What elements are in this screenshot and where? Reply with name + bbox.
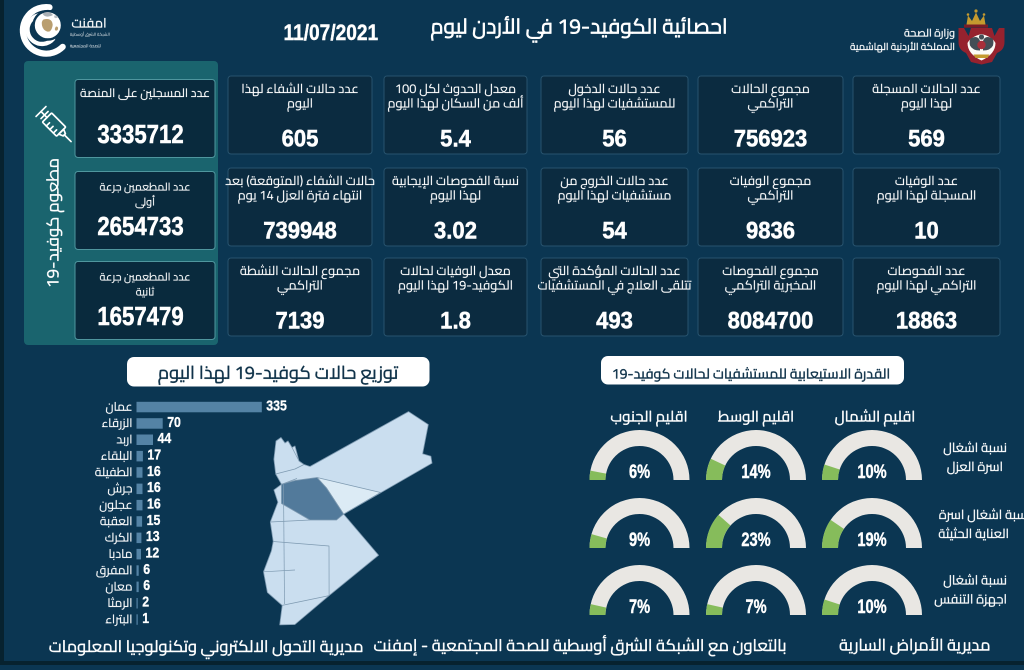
svg-text:2654733: 2654733 <box>97 213 183 242</box>
svg-text:10%: 10% <box>857 460 886 483</box>
svg-text:17: 17 <box>147 446 161 462</box>
svg-text:16: 16 <box>147 496 161 512</box>
svg-text:12: 12 <box>146 545 160 561</box>
svg-text:18863: 18863 <box>896 306 957 333</box>
svg-text:44: 44 <box>158 430 172 446</box>
svg-text:14%: 14% <box>741 460 770 483</box>
svg-text:1657479: 1657479 <box>97 303 183 332</box>
svg-text:10%: 10% <box>857 595 886 618</box>
svg-text:19%: 19% <box>857 528 886 551</box>
svg-text:1: 1 <box>142 610 149 626</box>
svg-text:8084700: 8084700 <box>728 306 814 333</box>
svg-text:6: 6 <box>143 577 150 593</box>
svg-text:23%: 23% <box>741 528 770 551</box>
svg-text:9%: 9% <box>629 528 650 551</box>
svg-text:605: 605 <box>282 124 319 151</box>
svg-text:5.4: 5.4 <box>440 124 471 151</box>
svg-text:1.8: 1.8 <box>440 306 471 333</box>
svg-text:6: 6 <box>143 561 150 577</box>
svg-text:569: 569 <box>908 124 945 151</box>
svg-text:3335712: 3335712 <box>97 121 183 150</box>
svg-text:493: 493 <box>596 306 633 333</box>
svg-text:16: 16 <box>147 463 161 479</box>
svg-text:7%: 7% <box>629 595 650 618</box>
svg-text:2: 2 <box>142 594 149 610</box>
svg-text:70: 70 <box>167 414 181 430</box>
svg-text:335: 335 <box>266 397 287 413</box>
svg-text:756923: 756923 <box>734 124 808 151</box>
svg-text:16: 16 <box>147 479 161 495</box>
svg-text:9836: 9836 <box>746 216 795 243</box>
svg-text:6%: 6% <box>629 460 650 483</box>
svg-text:739948: 739948 <box>263 216 337 243</box>
svg-text:3.02: 3.02 <box>434 216 477 243</box>
svg-text:15: 15 <box>147 512 161 528</box>
svg-text:10: 10 <box>914 216 939 243</box>
svg-text:54: 54 <box>602 216 627 243</box>
svg-text:7%: 7% <box>745 595 766 618</box>
svg-text:7139: 7139 <box>275 306 324 333</box>
svg-text:13: 13 <box>146 528 160 544</box>
svg-text:11/07/2021: 11/07/2021 <box>284 21 379 46</box>
svg-text:56: 56 <box>602 124 627 151</box>
